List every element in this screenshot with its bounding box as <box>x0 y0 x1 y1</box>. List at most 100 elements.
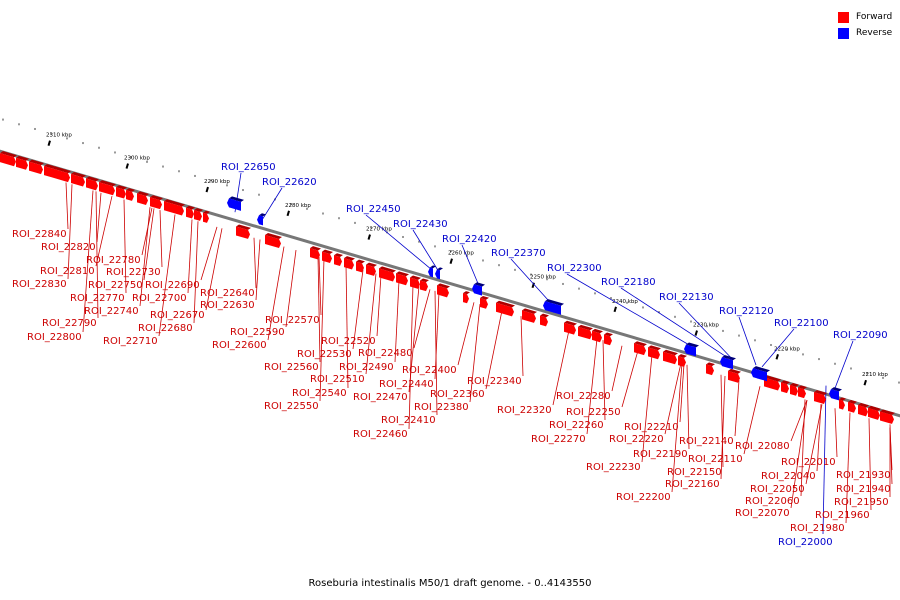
scale-dot <box>2 118 4 121</box>
forward-gene-label: ROI_22190 <box>633 449 688 460</box>
scale-dot <box>722 329 724 332</box>
reverse-callout <box>566 273 692 347</box>
scale-dot <box>594 292 596 295</box>
scale-dot <box>338 217 340 220</box>
forward-gene-label: ROI_22110 <box>688 454 743 465</box>
tick-mark <box>775 354 779 360</box>
forward-gene <box>310 246 321 260</box>
scale-dot <box>514 268 516 271</box>
legend: Forward Reverse <box>838 9 892 41</box>
legend-forward-label: Forward <box>856 12 893 22</box>
forward-gene-label: ROI_22380 <box>414 402 469 413</box>
forward-gene <box>86 176 99 191</box>
forward-gene <box>764 375 781 391</box>
forward-gene <box>265 232 282 249</box>
forward-gene-label: ROI_22560 <box>264 362 319 373</box>
gene-features <box>0 151 895 424</box>
scale-dot <box>754 339 756 342</box>
scale-dot <box>146 160 148 163</box>
forward-callout <box>317 256 321 363</box>
forward-callout <box>602 340 606 421</box>
forward-gene-label: ROI_22550 <box>264 401 319 412</box>
forward-gene <box>790 383 799 396</box>
reverse-callout <box>510 258 554 306</box>
scale-dot <box>802 353 804 356</box>
forward-gene <box>522 308 537 323</box>
forward-callout <box>520 316 524 377</box>
forward-callout <box>200 226 218 281</box>
forward-gene <box>848 400 857 413</box>
reverse-gene <box>755 367 770 382</box>
forward-gene-label: ROI_22840 <box>12 229 67 240</box>
forward-callout <box>552 330 570 406</box>
forward-callout <box>720 375 726 480</box>
reverse-gene <box>435 267 443 280</box>
forward-gene-label: ROI_21960 <box>815 510 870 521</box>
forward-gene-label: ROI_21930 <box>836 470 891 481</box>
forward-gene <box>236 224 251 239</box>
forward-callout <box>267 246 285 341</box>
forward-gene <box>634 341 647 356</box>
forward-gene <box>164 199 185 216</box>
forward-gene-label: ROI_22750 <box>88 280 143 291</box>
scale-dot <box>418 240 420 243</box>
forward-callout <box>139 207 151 307</box>
scale-dot <box>66 137 68 140</box>
forward-gene-label: ROI_22470 <box>353 392 408 403</box>
forward-callout <box>67 184 73 280</box>
scale-dot <box>642 306 644 309</box>
forward-gene-label: ROI_22340 <box>467 376 522 387</box>
forward-gene-label: ROI_22140 <box>679 436 734 447</box>
tick-label: 2220 kbp <box>774 346 800 352</box>
forward-gene-label: ROI_22510 <box>310 374 365 385</box>
scale-dot <box>130 156 132 159</box>
scale-dot <box>210 179 212 182</box>
reverse-gene-label: ROI_22430 <box>393 219 448 230</box>
forward-gene <box>322 249 333 264</box>
scale-dot <box>738 334 740 337</box>
forward-callout <box>141 207 153 256</box>
scale-dot <box>466 254 468 257</box>
forward-gene <box>564 320 577 335</box>
forward-callout <box>805 404 823 485</box>
reverse-gene-label: ROI_22000 <box>778 537 833 548</box>
forward-callout <box>345 264 349 389</box>
forward-gene-label: ROI_21940 <box>836 484 891 495</box>
scale-dot <box>898 381 900 384</box>
reverse-swatch <box>838 27 849 39</box>
forward-callout <box>123 199 127 294</box>
forward-gene <box>137 191 149 205</box>
forward-gene-label: ROI_22480 <box>358 348 413 359</box>
forward-gene <box>126 188 135 201</box>
forward-callout <box>408 284 414 430</box>
forward-gene <box>194 208 203 221</box>
scale-dot <box>450 250 452 253</box>
forward-gene-label: ROI_22360 <box>430 389 485 400</box>
reverse-gene-label: ROI_22100 <box>774 318 829 329</box>
forward-callout <box>352 269 364 350</box>
forward-callout <box>671 363 683 493</box>
forward-gene <box>410 275 421 289</box>
forward-gene <box>29 159 44 175</box>
forward-gene-label: ROI_22740 <box>84 306 139 317</box>
map-caption: Roseburia intestinalis M50/1 draft genom… <box>308 578 592 589</box>
scale-dot <box>354 221 356 224</box>
reverse-callout <box>834 340 854 389</box>
reverse-gene <box>829 387 842 401</box>
forward-gene-label: ROI_22820 <box>41 242 96 253</box>
scale-dot <box>546 278 548 281</box>
scale-dot <box>562 282 564 285</box>
reverse-gene-label: ROI_22620 <box>262 177 317 188</box>
forward-gene-label: ROI_22700 <box>132 293 187 304</box>
forward-gene-label: ROI_22320 <box>497 405 552 416</box>
reverse-gene-label: ROI_22370 <box>491 248 546 259</box>
forward-gene-label: ROI_22570 <box>265 315 320 326</box>
forward-gene <box>366 262 377 276</box>
forward-gene <box>648 345 661 360</box>
scale-dot <box>786 348 788 351</box>
reverse-callout <box>261 187 283 221</box>
reverse-callout <box>620 287 726 357</box>
reverse-gene <box>720 355 731 368</box>
forward-callout <box>285 249 297 328</box>
